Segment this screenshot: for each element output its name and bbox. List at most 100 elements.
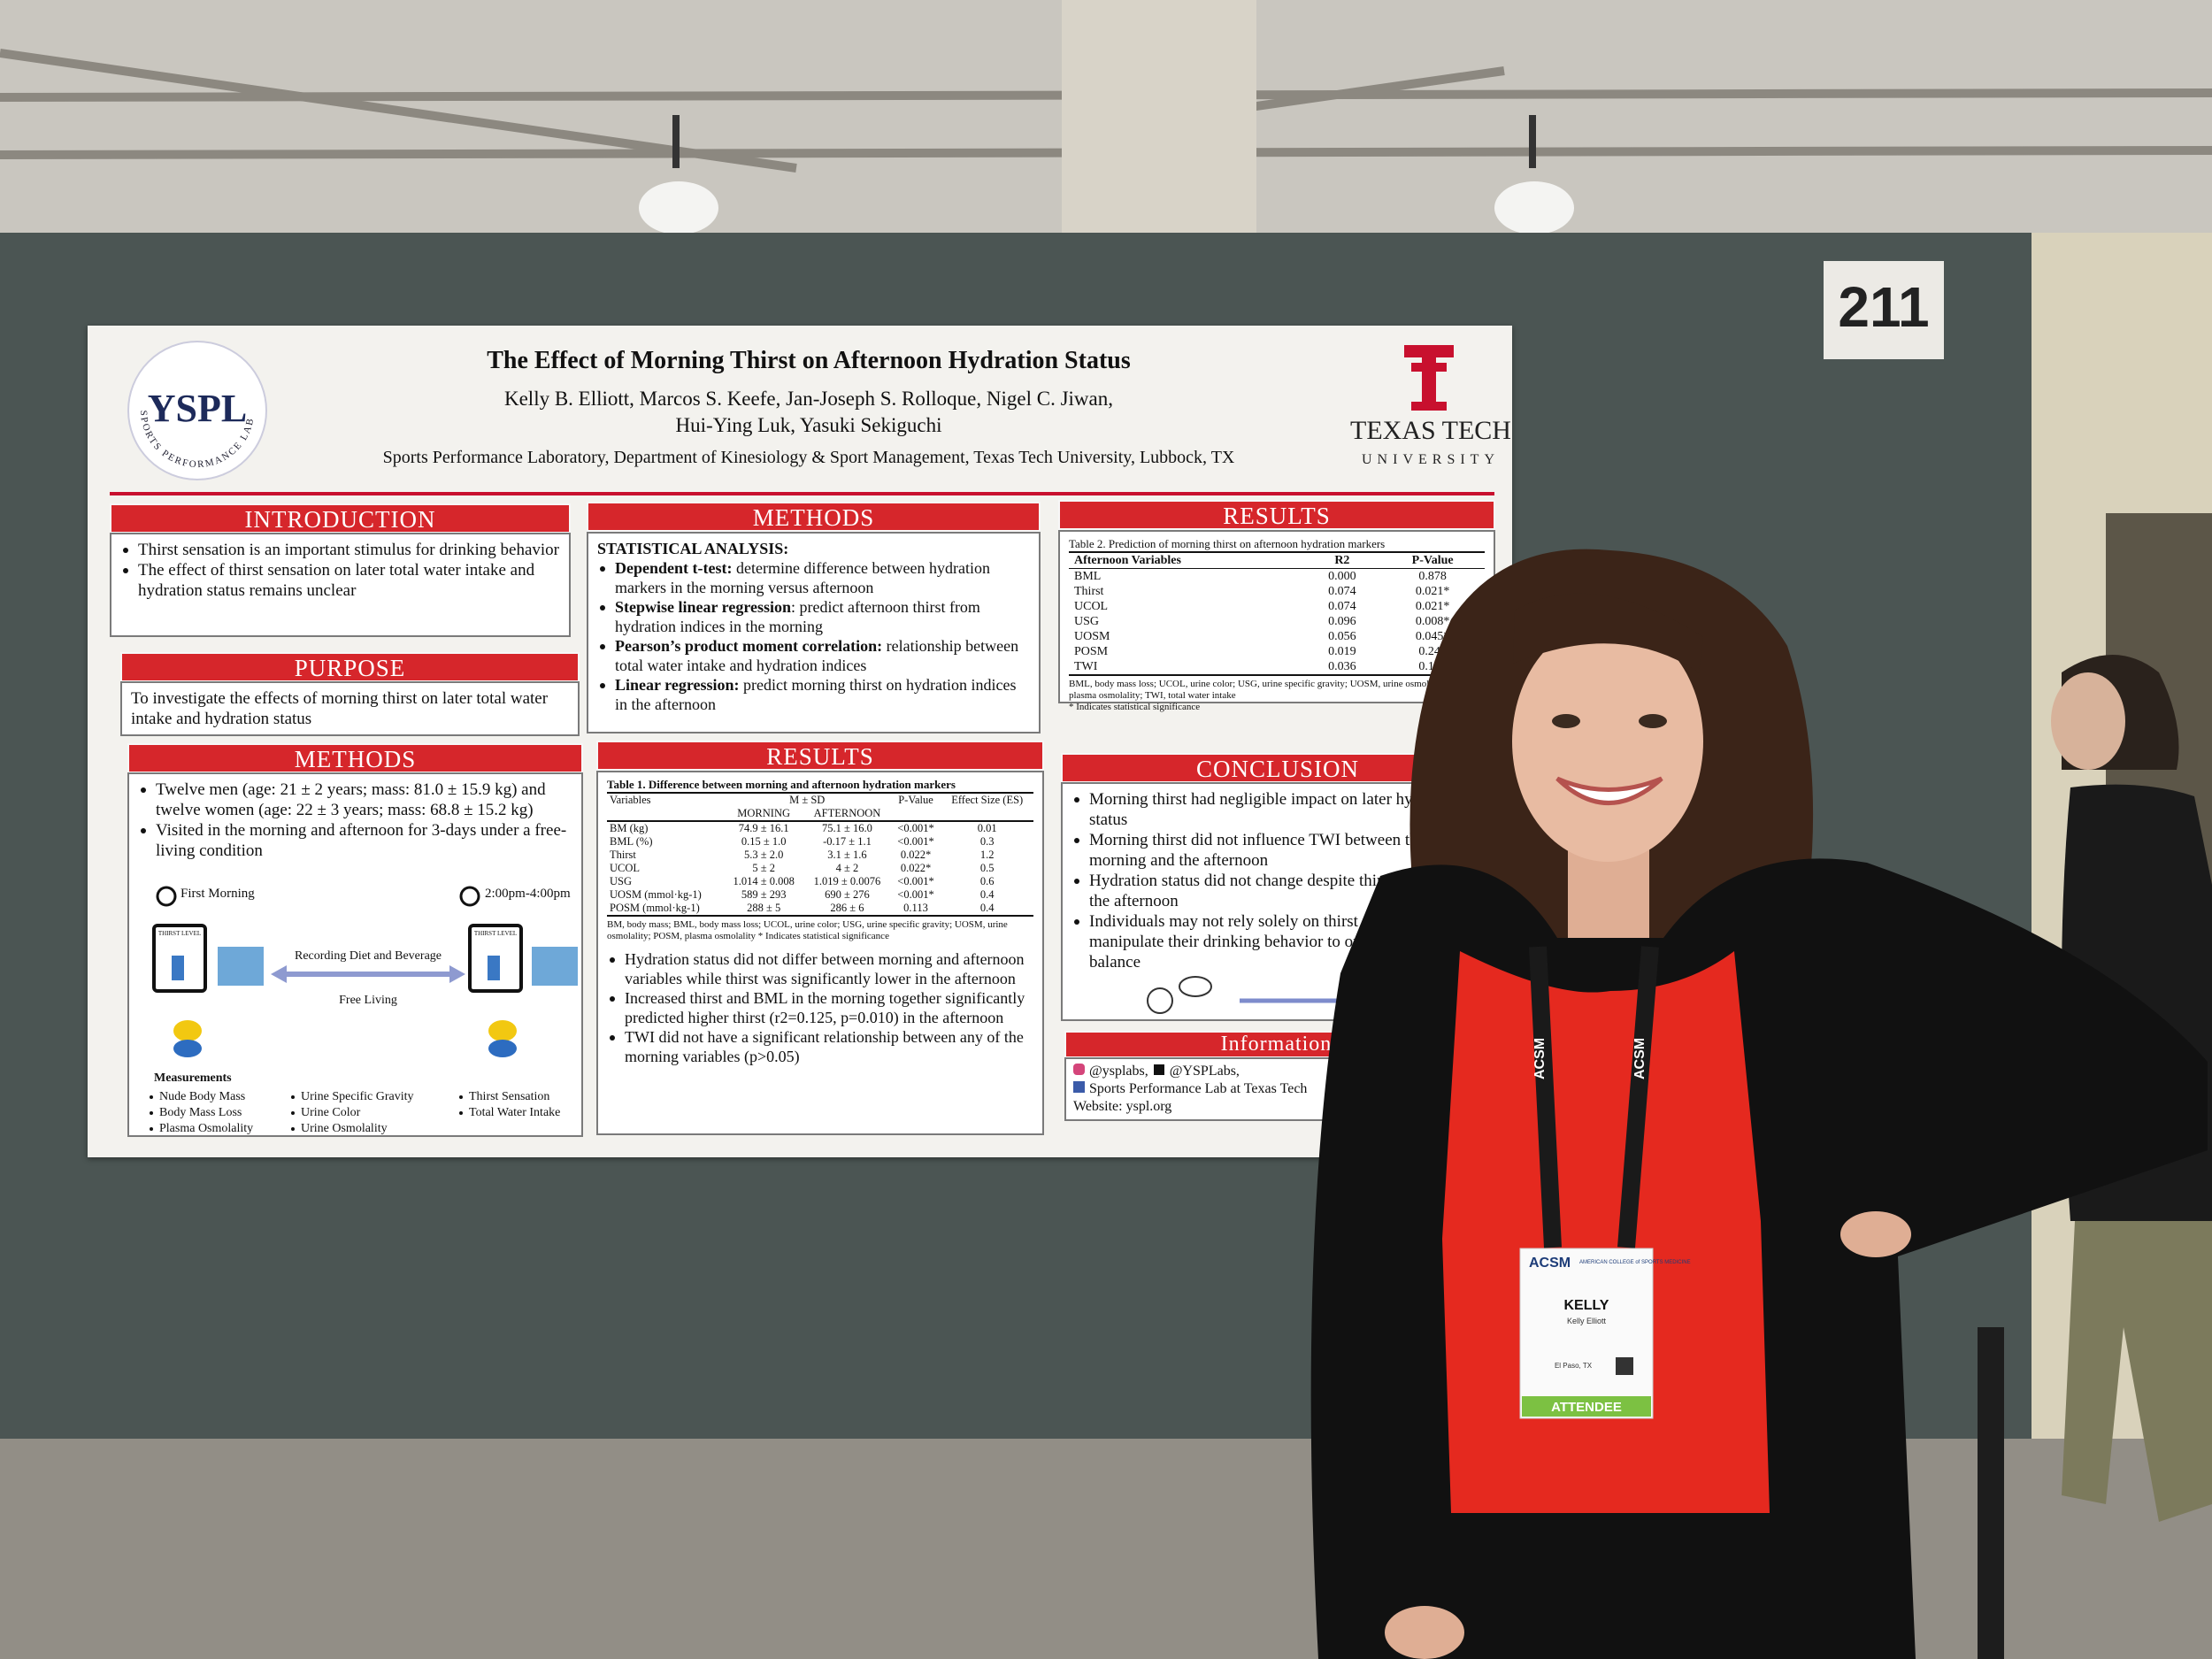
table-cell: 0.022* bbox=[900, 849, 932, 861]
table-row: TWI 0.036 0.109 bbox=[1069, 659, 1485, 675]
face bbox=[2051, 672, 2125, 770]
table-cell: 0.074 bbox=[1328, 600, 1356, 613]
bullet-item: Hydration status did not differ between … bbox=[607, 949, 1033, 988]
table-cell: USG bbox=[1074, 615, 1100, 628]
bullet-text: Nude Body Mass bbox=[159, 1090, 246, 1103]
bullet-dot bbox=[291, 1127, 295, 1131]
table-row: BML (%) 0.15 ± 1.0 -0.17 ± 1.1 <0.001* 0.3 bbox=[607, 835, 1033, 849]
hand bbox=[1385, 1606, 1464, 1659]
table-cell: BM (kg) bbox=[610, 822, 649, 834]
ttu-double-t bbox=[1404, 345, 1454, 411]
figure-label: 2:00pm-4:00pm bbox=[485, 887, 571, 901]
analysis-term: Pearson’s product moment correlation: bbox=[615, 637, 883, 655]
bullet-dot bbox=[141, 828, 146, 833]
analysis-item: Stepwise linear regression: predict afte… bbox=[597, 597, 1030, 636]
analysis-text: predict morning thirst on hydration indi… bbox=[615, 676, 1017, 713]
table-footnote: * Indicates statistical significance bbox=[1069, 702, 1201, 712]
board-leg bbox=[1978, 1327, 2004, 1659]
table-row: Thirst 0.074 0.021* bbox=[1069, 584, 1485, 599]
analysis-item: Pearson’s product moment correlation: re… bbox=[597, 636, 1030, 675]
table-row: BML 0.000 0.878 bbox=[1069, 569, 1485, 585]
table-cell: 0.01 bbox=[977, 822, 997, 834]
poster-affiliation: Sports Performance Laboratory, Departmen… bbox=[382, 448, 1235, 467]
table-cell: 288 ± 5 bbox=[747, 902, 781, 914]
bullet-text: Thirst sensation is an important stimulu… bbox=[138, 541, 559, 559]
bullet-dot bbox=[141, 787, 146, 793]
table-cell: POSM (mmol·kg-1) bbox=[610, 902, 700, 914]
shirt bbox=[1442, 951, 1770, 1513]
clipboard bbox=[468, 924, 523, 993]
table-row: UCOL 0.074 0.021* bbox=[1069, 599, 1485, 614]
clipboard-label: THIRST LEVEL bbox=[157, 930, 202, 937]
bullet-text: Increased thirst and BML in the morning … bbox=[625, 989, 1025, 1026]
bullet-dot bbox=[1074, 838, 1079, 843]
bullet-dot bbox=[291, 1095, 295, 1099]
table-cell: 75.1 ± 16.0 bbox=[822, 822, 872, 834]
bullet-text: Urine Color bbox=[301, 1106, 361, 1119]
section-heading: METHODS bbox=[587, 502, 1041, 532]
table-cell: UCOL bbox=[1074, 600, 1109, 613]
subheading: STATISTICAL ANALYSIS: bbox=[597, 540, 789, 557]
bullet-item: Increased thirst and BML in the morning … bbox=[607, 988, 1033, 1027]
bullet-item: Plasma Osmolality bbox=[147, 1121, 253, 1137]
fringe bbox=[1513, 593, 1703, 672]
section-heading: METHODS bbox=[127, 743, 583, 773]
analysis-item: Dependent t-test: determine difference b… bbox=[597, 558, 1030, 597]
x-handle: @YSPLabs, bbox=[1169, 1064, 1240, 1079]
bullet-text: Thirst Sensation bbox=[469, 1090, 550, 1103]
poster: SPORTS PERFORMANCE LAB YSPL TEXAS TECH U… bbox=[88, 326, 1512, 1157]
table-cell: 286 ± 6 bbox=[830, 902, 864, 914]
badge-org-full: AMERICAN COLLEGE of SPORTS MEDICINE bbox=[1579, 1260, 1691, 1265]
table-cell: Thirst bbox=[610, 849, 636, 861]
bullet-item: Morning thirst did not influence TWI bet… bbox=[1071, 830, 1484, 871]
table-cell: BML (%) bbox=[610, 835, 653, 848]
table-row: USG 1.014 ± 0.008 1.019 ± 0.0076 <0.001* 0.6 bbox=[607, 875, 1033, 888]
protocol-figure bbox=[152, 886, 578, 1057]
bullet-item: Urine Osmolality bbox=[288, 1121, 414, 1137]
table-cell: 0.036 bbox=[1328, 660, 1356, 673]
purpose-text: To investigate the effects of morning th… bbox=[131, 689, 549, 728]
badge bbox=[1519, 1248, 1654, 1419]
bullet-dot bbox=[459, 1095, 463, 1099]
column-header: P-Value bbox=[1411, 554, 1454, 567]
table-subheader: MORNING AFTERNOON bbox=[607, 807, 1033, 821]
scale-icon bbox=[218, 947, 264, 986]
figure-label: Free Living bbox=[339, 994, 397, 1007]
methods-bullets: Twelve men (age: 21 ± 2 years; mass: 81.… bbox=[138, 780, 572, 861]
table-cell: 0.022* bbox=[900, 862, 932, 874]
website: Website: yspl.org bbox=[1073, 1099, 1172, 1114]
table-row: UOSM (mmol·kg-1) 589 ± 293 690 ± 276 <0.001… bbox=[607, 888, 1033, 902]
table-cell: 0.019 bbox=[1328, 645, 1356, 658]
section-heading: RESULTS bbox=[1058, 500, 1495, 530]
facebook-icon bbox=[1073, 1081, 1085, 1093]
badge-type-bar bbox=[1522, 1396, 1651, 1417]
table-cell: 74.9 ± 16.1 bbox=[738, 822, 789, 834]
bullet-text: Visited in the morning and afternoon for… bbox=[156, 821, 567, 860]
table-cell: UCOL bbox=[610, 862, 641, 874]
yspl-letters: YSPL bbox=[148, 387, 247, 430]
analysis-term: Dependent t-test: bbox=[615, 559, 733, 577]
bullet-item: Nude Body Mass bbox=[147, 1089, 253, 1105]
column-header: Afternoon Variables bbox=[1074, 554, 1181, 567]
pillar bbox=[1062, 0, 1256, 233]
analysis-term: Linear regression: bbox=[615, 676, 740, 694]
bullet-text: Total Water Intake bbox=[469, 1106, 561, 1119]
table-cell: 0.15 ± 1.0 bbox=[741, 835, 787, 848]
face bbox=[1512, 621, 1703, 862]
bullet-dot bbox=[1074, 919, 1079, 925]
table-cell: 690 ± 276 bbox=[825, 888, 870, 901]
bullet-item: TWI did not have a significant relations… bbox=[607, 1027, 1033, 1066]
poster-authors: Kelly B. Elliott, Marcos S. Keefe, Jan-J… bbox=[300, 386, 1317, 439]
bullet-dot bbox=[600, 683, 605, 688]
bullet-text: Plasma Osmolality bbox=[159, 1122, 254, 1135]
smile bbox=[1555, 776, 1663, 805]
table-cell: 1.2 bbox=[979, 849, 995, 861]
table-cell: 3.1 ± 1.6 bbox=[827, 849, 867, 861]
table-row: POSM 0.019 0.246 bbox=[1069, 644, 1485, 659]
table-footnote: BM, body mass; BML, body mass loss; UCOL… bbox=[607, 919, 1008, 941]
column-header: P-Value bbox=[898, 794, 933, 806]
measurement-column: Thirst Sensation Total Water Intake bbox=[457, 1089, 560, 1121]
bullet-item: Thirst Sensation bbox=[457, 1089, 560, 1105]
badge-location: El Paso, TX bbox=[1555, 1362, 1593, 1370]
bullet-text: Twelve men (age: 21 ± 2 years; mass: 81.… bbox=[156, 780, 546, 819]
